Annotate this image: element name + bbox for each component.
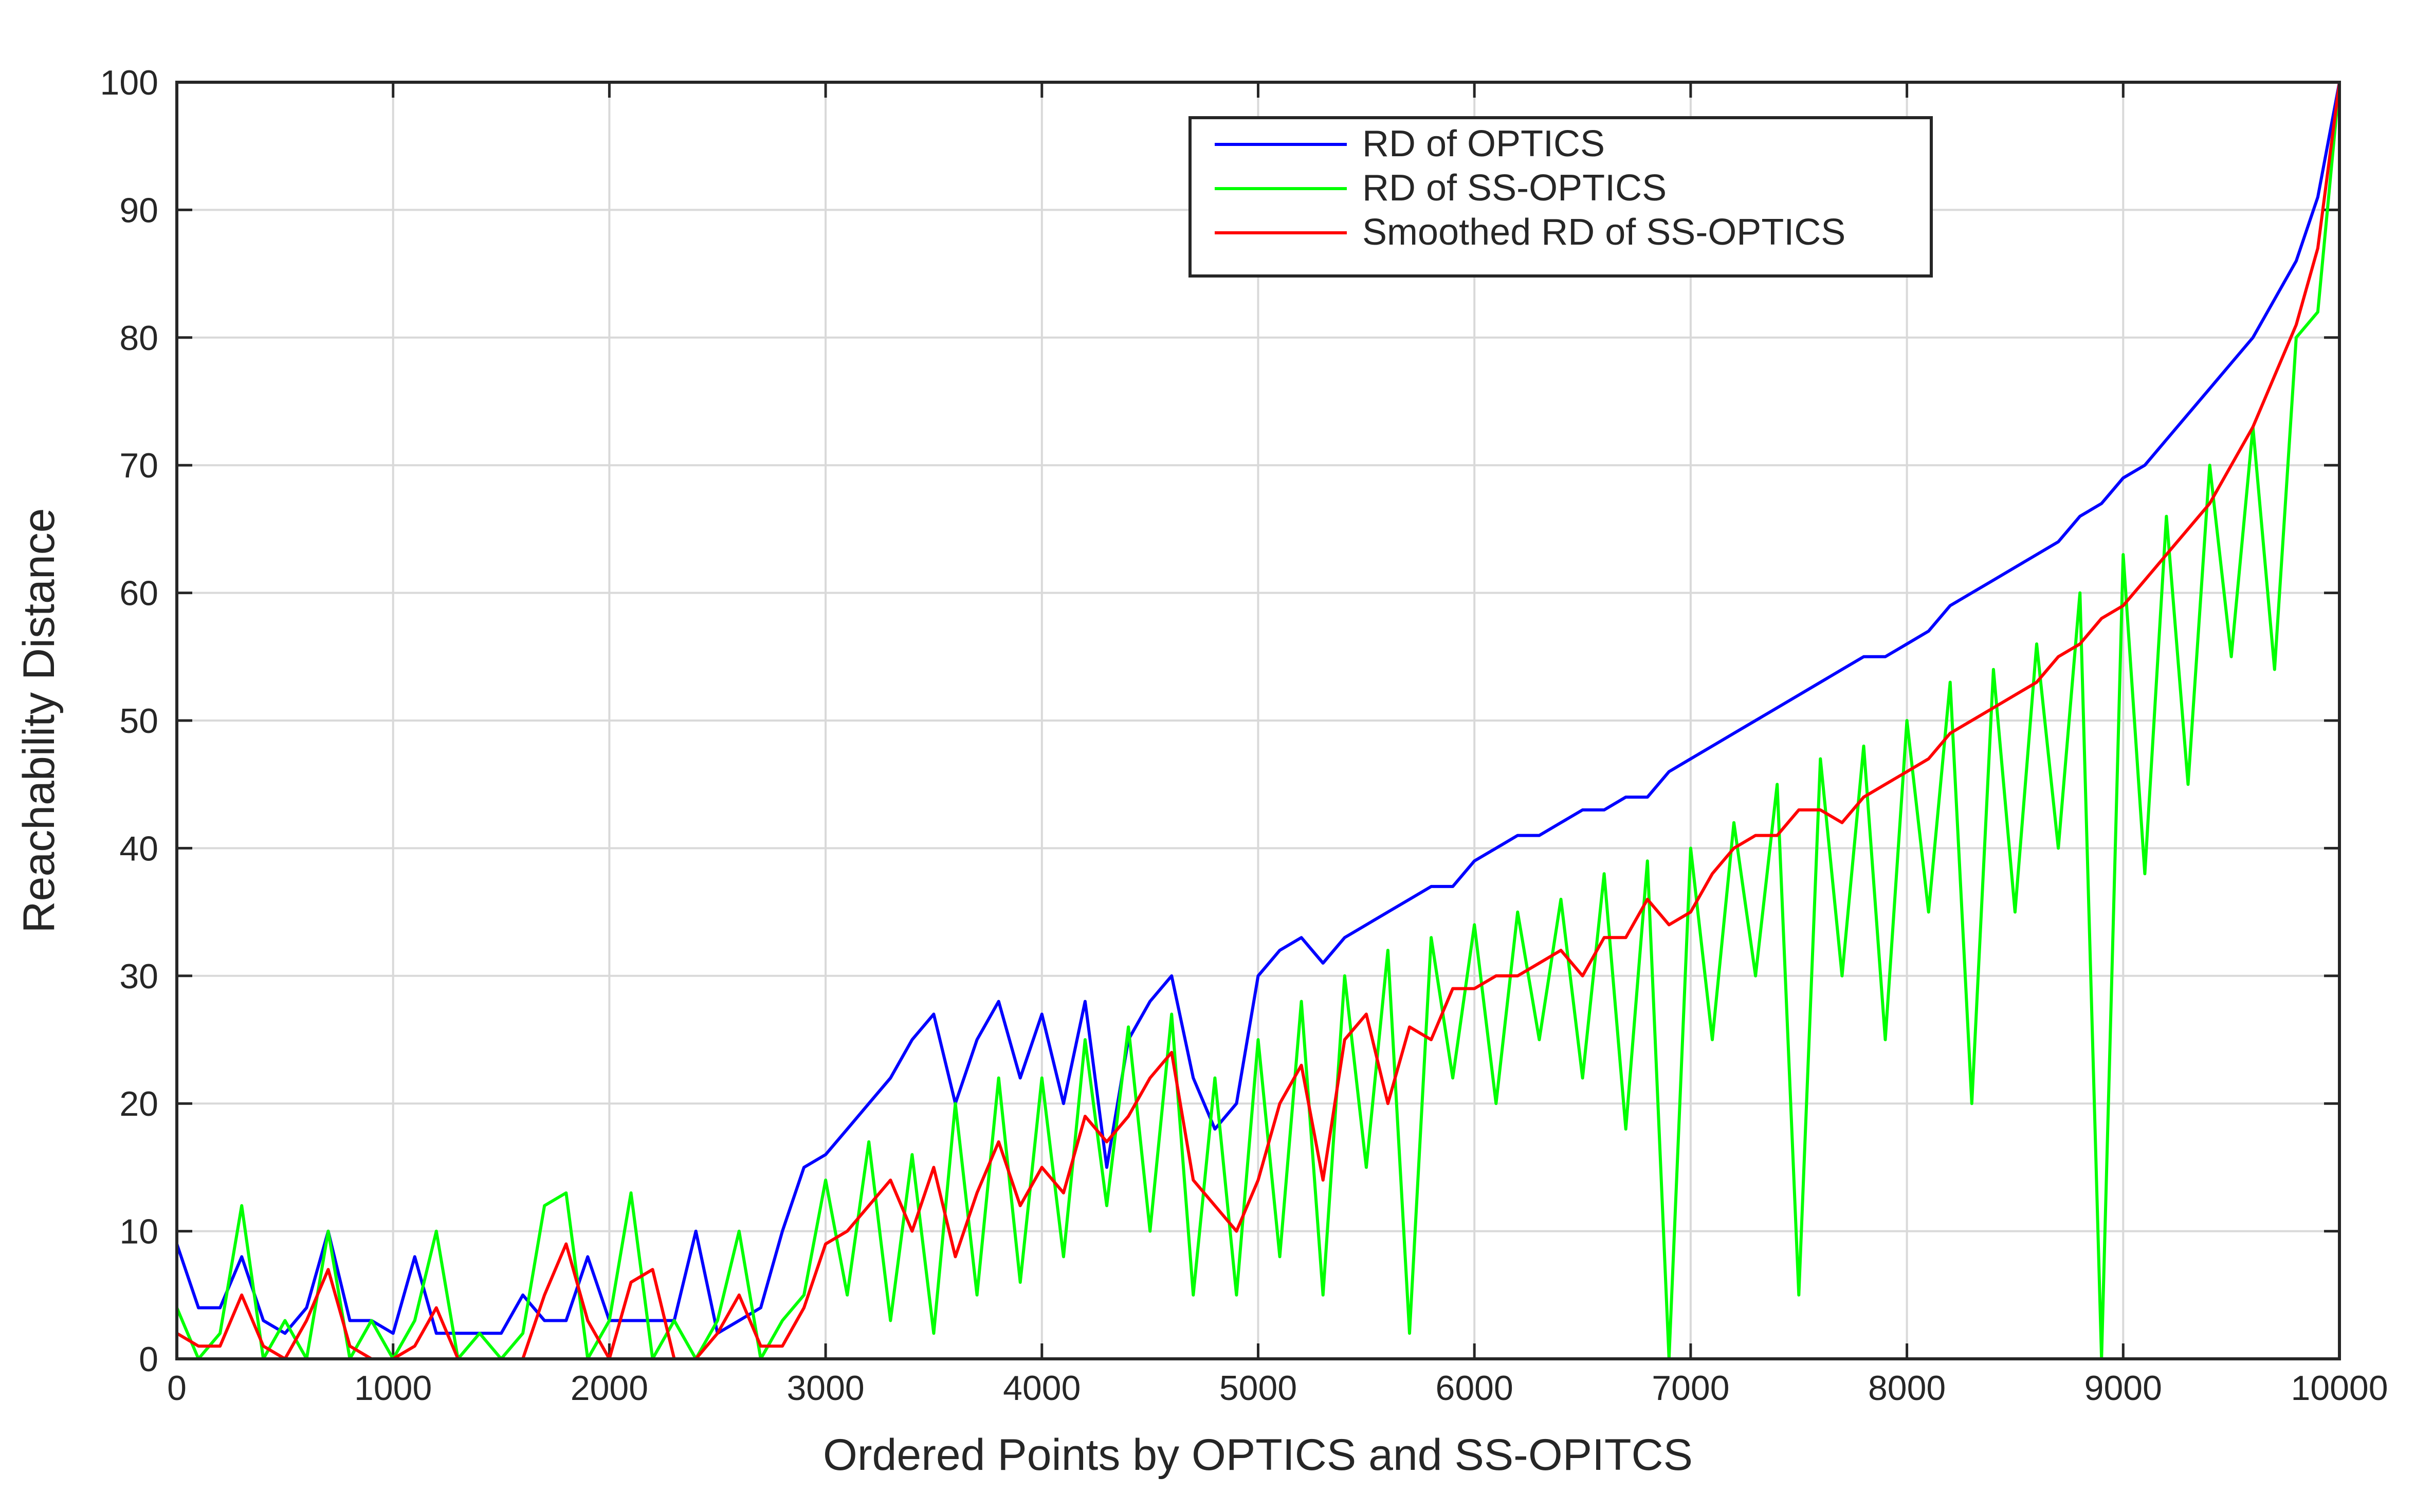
series-line	[175, 82, 2341, 1360]
x-tick-label: 4000	[1003, 1369, 1081, 1408]
axes-box	[175, 81, 2341, 1360]
x-tick-label: 10000	[2291, 1369, 2388, 1408]
y-tick-label: 100	[100, 63, 158, 102]
x-tick-label: 7000	[1652, 1369, 1729, 1408]
series-line	[176, 82, 2341, 1360]
legend-label: Smoothed RD of SS-OPTICS	[1362, 212, 1845, 253]
x-tick-label: 9000	[2084, 1369, 2162, 1408]
y-axis-label: Reachability Distance	[14, 508, 64, 933]
x-tick-label: 2000	[571, 1369, 648, 1408]
y-tick-label: 80	[119, 319, 158, 358]
x-tick-label: 3000	[786, 1369, 864, 1408]
x-tick-label: 0	[167, 1369, 187, 1408]
y-tick-label: 90	[119, 191, 158, 230]
y-tick-label: 70	[119, 446, 158, 485]
y-tick-label: 10	[119, 1212, 158, 1251]
x-tick-label: 1000	[354, 1369, 432, 1408]
legend-label: RD of OPTICS	[1362, 123, 1605, 164]
x-axis-label: Ordered Points by OPTICS and SS-OPITCS	[823, 1430, 1693, 1480]
legend-label: RD of SS-OPTICS	[1362, 168, 1667, 209]
y-tick-label: 50	[119, 702, 158, 741]
x-tick-label: 5000	[1219, 1369, 1297, 1408]
y-tick-label: 20	[119, 1084, 158, 1123]
y-tick-label: 60	[119, 574, 158, 613]
y-tick-label: 40	[119, 829, 158, 868]
y-tick-label: 0	[139, 1340, 158, 1379]
x-tick-label: 8000	[1868, 1369, 1946, 1408]
y-tick-label: 30	[119, 957, 158, 996]
x-tick-label: 6000	[1436, 1369, 1513, 1408]
